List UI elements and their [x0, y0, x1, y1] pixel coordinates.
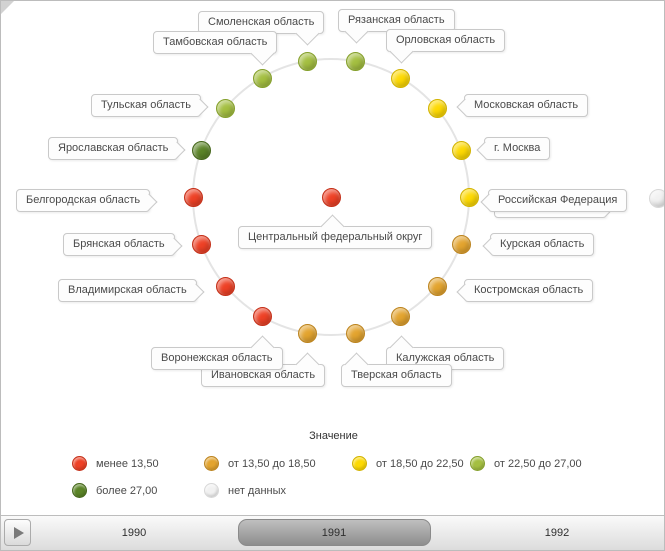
region-dot[interactable] — [191, 140, 211, 160]
region-dot[interactable] — [451, 234, 471, 254]
region-label: Курская область — [500, 238, 585, 250]
callout-tail-icon — [165, 237, 183, 255]
region-dot[interactable] — [459, 187, 479, 207]
legend-item: менее 13,50 — [72, 456, 159, 471]
region-label: г. Москва — [494, 142, 541, 154]
year-label-1991[interactable]: 1991 — [321, 527, 347, 539]
region-callout: Курская область — [482, 233, 595, 256]
region-callout: Смоленская область — [198, 11, 325, 46]
legend-label: более 27,00 — [96, 484, 158, 497]
region-dot[interactable] — [390, 68, 410, 88]
legend-dot-icon — [204, 456, 219, 471]
region-dot[interactable] — [183, 187, 203, 207]
region-callout: Тверская область — [341, 352, 452, 387]
region-dot[interactable] — [297, 51, 317, 71]
region-callout: Владимирская область — [58, 279, 205, 302]
legend-item: нет данных — [204, 483, 286, 498]
legend-dot-icon — [352, 456, 367, 471]
region-dot[interactable] — [345, 51, 365, 71]
region-label: Орловская область — [396, 34, 496, 46]
legend-item: от 22,50 до 27,00 — [470, 456, 582, 471]
play-button[interactable] — [4, 519, 31, 546]
legend-item: от 18,50 до 22,50 — [352, 456, 464, 471]
region-dot[interactable] — [451, 140, 471, 160]
region-label: Белгородская область — [26, 194, 141, 206]
region-label: Российская Федерация — [498, 194, 618, 206]
legend-dot-icon — [72, 456, 87, 471]
callout-tail-icon — [456, 283, 474, 301]
region-dot[interactable] — [321, 187, 341, 207]
legend-label: от 18,50 до 22,50 — [376, 457, 464, 470]
region-label: Смоленская область — [208, 16, 315, 28]
region-label: Воронежская область — [161, 352, 273, 364]
region-callout: г. Москва — [476, 137, 551, 160]
callout-tail-icon — [140, 193, 158, 211]
legend-title: Значение — [309, 430, 358, 442]
legend-dot-icon — [72, 483, 87, 498]
region-callout: Ярославская область — [48, 137, 186, 160]
region-callout: Московская область — [456, 94, 589, 117]
callout-tail-icon — [191, 98, 209, 116]
corner-resize-triangle-icon[interactable] — [1, 1, 14, 14]
callout-tail-icon — [482, 237, 500, 255]
region-label: Ярославская область — [58, 142, 169, 154]
region-dot[interactable] — [191, 234, 211, 254]
region-dot[interactable] — [215, 276, 235, 296]
legend-label: от 13,50 до 18,50 — [228, 457, 316, 470]
region-callout: Рязанская область — [338, 9, 455, 44]
legend-dot-icon — [470, 456, 485, 471]
region-label: Костромская область — [474, 284, 584, 296]
region-label: Ивановская область — [211, 369, 316, 381]
region-callout: Белгородская область — [16, 189, 158, 212]
region-label: Тульская область — [101, 99, 191, 111]
legend-item: более 27,00 — [72, 483, 157, 498]
region-dot[interactable] — [215, 98, 235, 118]
region-label: Московская область — [474, 99, 579, 111]
region-label: Тверская область — [351, 369, 442, 381]
region-label: Центральный федеральный округ — [248, 231, 423, 243]
region-label: Владимирская область — [68, 284, 187, 296]
year-label-1990[interactable]: 1990 — [121, 527, 147, 539]
region-callout: Костромская область — [456, 279, 594, 302]
region-dot[interactable] — [648, 188, 664, 208]
legend-label: от 22,50 до 27,00 — [494, 457, 582, 470]
legend-item: от 13,50 до 18,50 — [204, 456, 316, 471]
timeline-handle[interactable] — [238, 519, 431, 546]
region-callout: Российская Федерация — [480, 189, 628, 212]
region-dot[interactable] — [427, 98, 447, 118]
region-callout: Тульская область — [91, 94, 209, 117]
callout-tail-icon — [187, 283, 205, 301]
region-dot[interactable] — [390, 306, 410, 326]
callout-tail-icon — [168, 141, 186, 159]
region-dot[interactable] — [427, 276, 447, 296]
region-callout: Брянская область — [63, 233, 183, 256]
region-callout: Воронежская область — [151, 335, 283, 370]
legend-label: менее 13,50 — [96, 457, 159, 470]
year-label-1992[interactable]: 1992 — [544, 527, 570, 539]
region-label: Калужская область — [396, 352, 495, 364]
region-callout: Орловская область — [386, 29, 506, 64]
play-icon — [14, 526, 24, 539]
region-callout: Тамбовская область — [153, 31, 278, 66]
region-dot[interactable] — [252, 68, 272, 88]
region-callout: Центральный федеральный округ — [238, 214, 433, 249]
callout-tail-icon — [456, 98, 474, 116]
region-dot[interactable] — [252, 306, 272, 326]
legend-dot-icon — [204, 483, 219, 498]
region-label: Тамбовская область — [163, 36, 268, 48]
region-dot[interactable] — [345, 323, 365, 343]
region-label: Рязанская область — [348, 14, 445, 26]
timeline-bar: 1990 1991 1992 — [1, 515, 664, 550]
region-label: Брянская область — [73, 238, 165, 250]
callout-tail-icon — [480, 193, 498, 211]
region-dot[interactable] — [297, 323, 317, 343]
legend-label: нет данных — [228, 484, 287, 497]
callout-tail-icon — [476, 141, 494, 159]
